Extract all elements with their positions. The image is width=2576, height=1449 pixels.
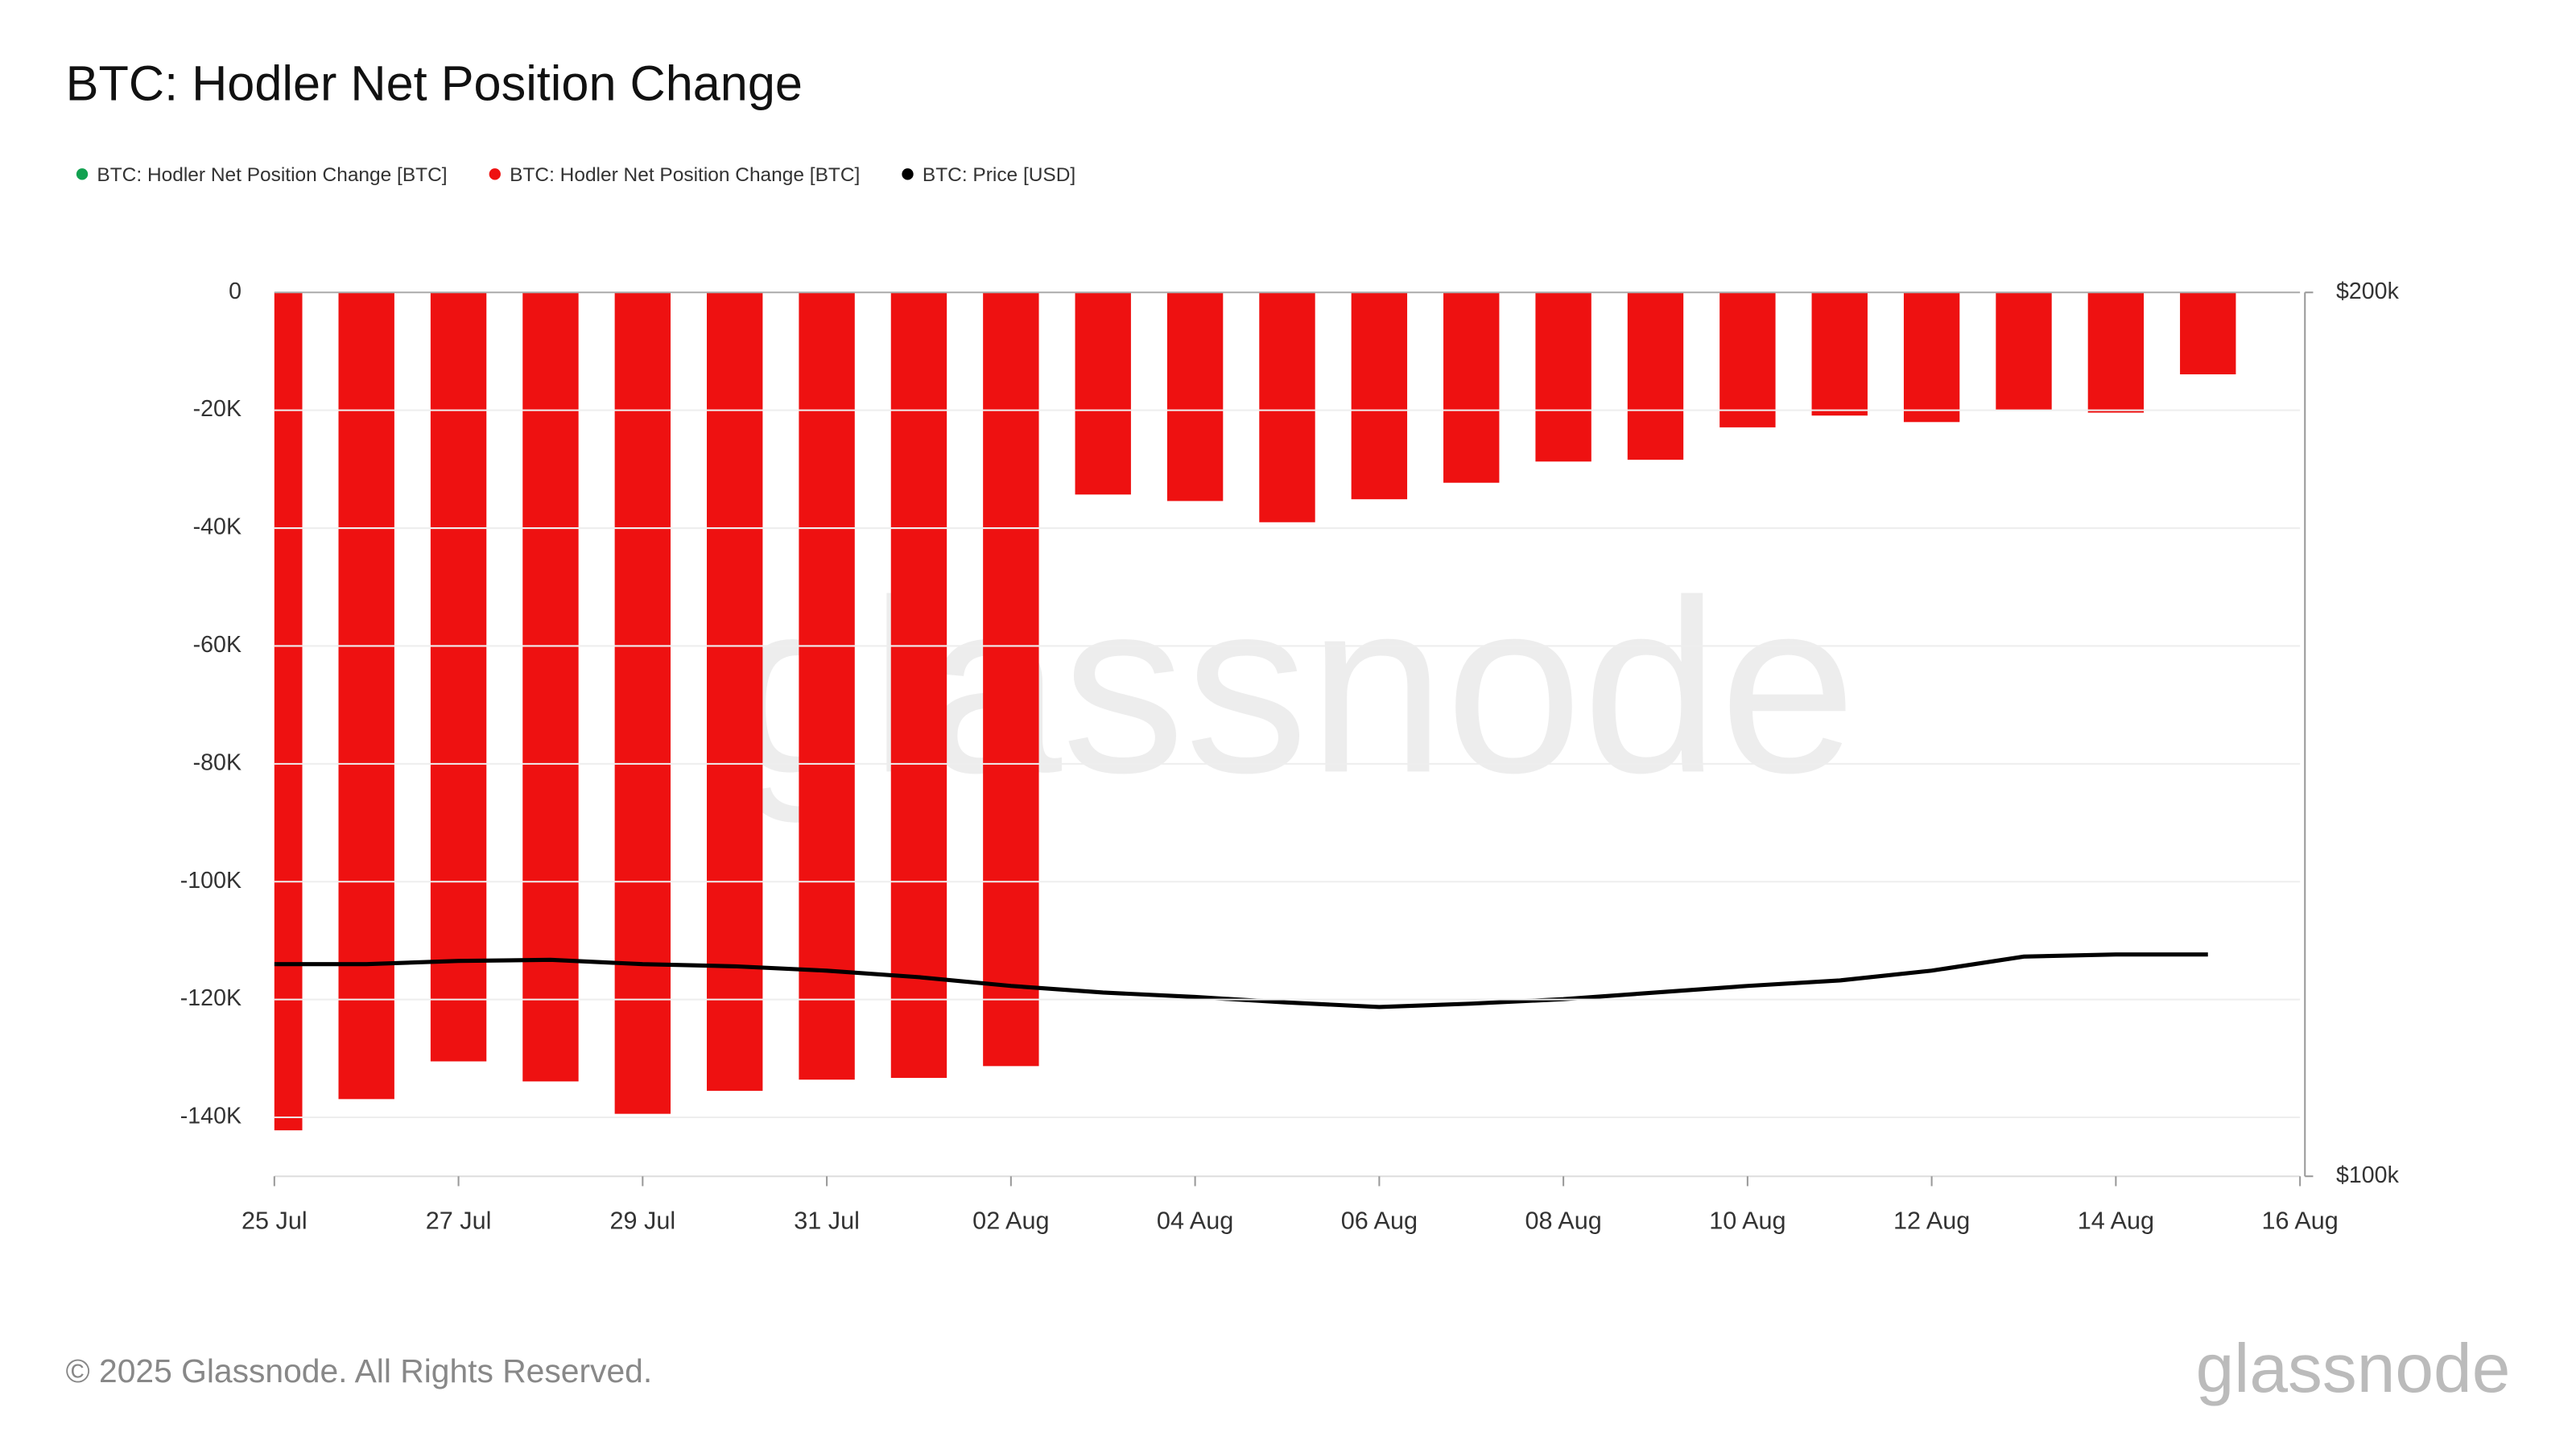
bar — [1627, 292, 1684, 460]
x-tick-label: 25 Jul — [242, 1207, 308, 1234]
x-tick-label: 10 Aug — [1709, 1207, 1785, 1234]
bar — [1443, 292, 1500, 483]
y2-tick-label: $200k — [2336, 279, 2400, 304]
y-tick-label: -140K — [180, 1104, 242, 1129]
bar — [1259, 292, 1315, 522]
x-tick-label: 04 Aug — [1157, 1207, 1233, 1234]
y-tick-label: -40K — [193, 514, 242, 540]
bar — [1535, 292, 1591, 462]
legend-marker — [902, 168, 914, 180]
bar — [274, 292, 303, 1131]
brand-logo: glassnode — [2196, 1330, 2511, 1407]
x-tick-label: 14 Aug — [2078, 1207, 2154, 1234]
bar — [1719, 292, 1776, 427]
chart-title: BTC: Hodler Net Position Change — [66, 56, 803, 110]
legend-marker — [489, 168, 501, 180]
bar — [1351, 292, 1408, 500]
legend-label: BTC: Hodler Net Position Change [BTC] — [97, 164, 447, 186]
bar — [430, 292, 487, 1062]
y-tick-label: -60K — [193, 632, 242, 658]
copyright: © 2025 Glassnode. All Rights Reserved. — [66, 1352, 653, 1389]
y-tick-label: -80K — [193, 749, 242, 775]
bar — [338, 292, 394, 1100]
bar — [799, 292, 855, 1080]
bar — [2180, 292, 2236, 375]
bar — [1811, 292, 1868, 416]
plot-area — [274, 292, 2236, 1131]
legend-marker — [76, 168, 89, 180]
y-tick-label: 0 — [229, 279, 242, 304]
y-tick-label: -100K — [180, 868, 242, 894]
y-tick-label: -20K — [193, 396, 242, 422]
bar — [890, 292, 947, 1078]
bar — [522, 292, 579, 1082]
bar — [1166, 292, 1224, 502]
y-tick-label: -120K — [180, 985, 242, 1011]
bar — [1075, 292, 1131, 495]
bar — [1903, 292, 1960, 423]
legend-label: BTC: Price [USD] — [923, 164, 1075, 186]
x-tick-label: 29 Jul — [609, 1207, 675, 1234]
legend-label: BTC: Hodler Net Position Change [BTC] — [510, 164, 860, 186]
x-tick-label: 31 Jul — [794, 1207, 860, 1234]
bar — [2087, 292, 2145, 413]
x-tick-label: 12 Aug — [1893, 1207, 1970, 1234]
bar — [614, 292, 671, 1114]
x-tick-label: 27 Jul — [426, 1207, 492, 1234]
x-tick-label: 08 Aug — [1525, 1207, 1601, 1234]
bar — [707, 292, 763, 1092]
x-tick-label: 02 Aug — [972, 1207, 1049, 1234]
bar — [983, 292, 1039, 1067]
x-tick-label: 06 Aug — [1341, 1207, 1418, 1234]
bar — [1996, 292, 2052, 411]
y2-tick-label: $100k — [2336, 1162, 2400, 1188]
x-tick-label: 16 Aug — [2261, 1207, 2338, 1234]
